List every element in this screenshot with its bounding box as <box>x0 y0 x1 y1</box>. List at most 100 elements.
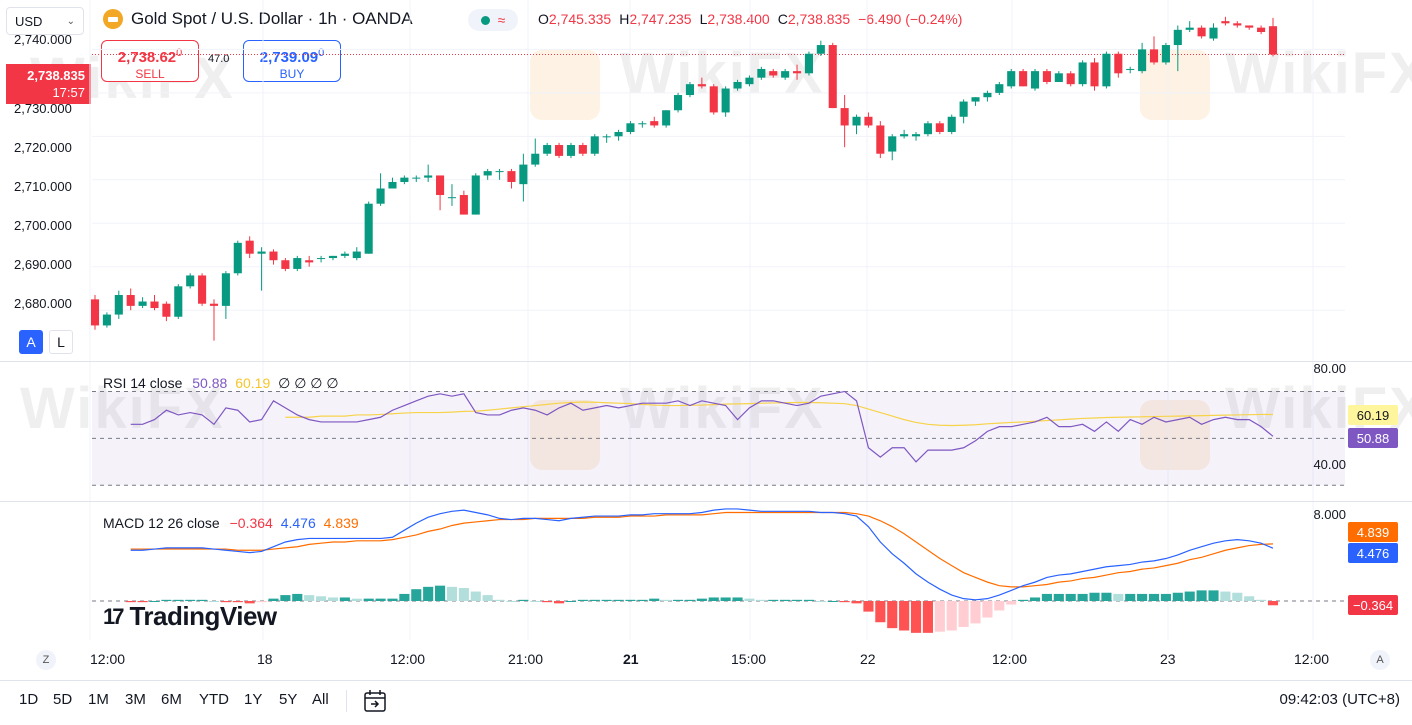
candle-body <box>721 88 730 113</box>
bar-countdown: 17:57 <box>52 85 85 100</box>
candle-body <box>947 116 956 132</box>
macd-histogram-bar <box>839 601 850 603</box>
macd-histogram-bar <box>435 585 446 601</box>
candle-body <box>495 171 504 173</box>
macd-histogram-bar <box>506 601 517 602</box>
rsi-ma-tag: 60.19 <box>1348 405 1398 425</box>
macd-histogram-bar <box>1029 597 1041 601</box>
range-3m-button[interactable]: 3M <box>125 691 146 708</box>
candle-body <box>935 123 944 132</box>
candle-body <box>531 153 540 165</box>
candle-body <box>364 203 373 254</box>
macd-histogram-bar <box>304 595 315 601</box>
macd-histogram-bar <box>161 599 172 601</box>
auto-scale-button[interactable]: A <box>19 330 43 354</box>
range-6m-button[interactable]: 6M <box>161 691 182 708</box>
macd-histogram-bar <box>244 601 255 604</box>
candle-body <box>626 123 635 132</box>
time-axis-left-button[interactable]: Z <box>36 650 56 670</box>
range-5y-button[interactable]: 5Y <box>279 691 298 708</box>
macd-histogram-bar <box>197 599 208 601</box>
price-chart[interactable] <box>0 0 1412 680</box>
macd-histogram-bar <box>351 598 362 601</box>
candle-body <box>1173 29 1182 46</box>
candle-body <box>983 92 992 98</box>
macd-histogram-bar <box>899 601 910 631</box>
market-open-icon <box>480 15 490 25</box>
market-status-pill[interactable]: ≈ <box>468 9 518 31</box>
price-axis-label: 2,710.000 <box>14 179 72 194</box>
calendar-goto-icon[interactable] <box>362 688 388 714</box>
low-label: L <box>699 11 708 27</box>
macd-histogram-bar <box>256 601 267 603</box>
candle-body <box>233 242 242 274</box>
macd-legend-title: MACD 12 26 close <box>103 515 220 531</box>
pane-divider[interactable] <box>0 361 1412 362</box>
candle-body <box>662 110 671 126</box>
range-1y-button[interactable]: 1Y <box>244 691 263 708</box>
macd-histogram-bar <box>756 599 767 601</box>
clock-timezone[interactable]: 09:42:03 (UTC+8) <box>1279 691 1400 708</box>
time-axis-label: 12:00 <box>1294 651 1330 667</box>
macd-histogram-bar <box>268 598 279 601</box>
sell-label: SELL <box>135 67 165 81</box>
candle-body <box>1066 73 1075 85</box>
macd-signal-value: 4.839 <box>323 515 359 531</box>
candle-body <box>555 145 564 156</box>
macd-histogram-bar <box>637 599 648 601</box>
range-5d-button[interactable]: 5D <box>53 691 73 708</box>
macd-histogram-bar <box>946 601 957 631</box>
candle-body <box>900 134 909 137</box>
tradingview-logo[interactable]: 17 TradingView <box>103 601 277 632</box>
macd-histogram-bar <box>137 601 148 603</box>
time-axis-label: 12:00 <box>90 651 126 667</box>
log-scale-button[interactable]: L <box>49 330 73 354</box>
candle-body <box>1197 27 1206 37</box>
symbol-title-text: Gold Spot / U.S. Dollar · 1h · OANDA <box>131 9 413 28</box>
candle-body <box>816 45 825 54</box>
macd-histogram-bar <box>768 599 779 601</box>
macd-histogram-bar <box>1101 592 1112 601</box>
range-1m-button[interactable]: 1M <box>88 691 109 708</box>
macd-histogram-bar <box>1148 593 1160 601</box>
sell-price-sup: 0 <box>176 47 183 59</box>
macd-histogram-bar <box>1077 593 1088 601</box>
close-value: 2,738.835 <box>787 11 851 27</box>
buy-label: BUY <box>279 67 305 81</box>
macd-histogram-bar <box>327 597 339 601</box>
symbol-title[interactable]: Gold Spot / U.S. Dollar · 1h · OANDA <box>103 9 413 29</box>
candle-body <box>804 53 813 74</box>
time-axis-label: 22 <box>860 651 876 667</box>
candle-body <box>198 275 207 304</box>
macd-histogram-bar <box>577 599 588 601</box>
range-1d-button[interactable]: 1D <box>19 691 39 708</box>
candle-body <box>781 71 790 78</box>
high-label: H <box>619 11 630 27</box>
buy-button[interactable]: 2,739.090 BUY <box>243 40 341 82</box>
candle-body <box>436 175 445 196</box>
rsi-axis-top: 80.00 <box>1313 361 1346 376</box>
candle-body <box>697 84 706 87</box>
macd-histogram-bar <box>1267 601 1279 606</box>
chevron-down-icon: ⌄ <box>66 15 75 27</box>
spread-value: 47.0 <box>208 53 230 65</box>
high-value: 2,747.235 <box>629 11 692 27</box>
time-axis-label: 18 <box>257 651 273 667</box>
candle-body <box>1257 27 1266 32</box>
candle-body <box>1161 45 1170 63</box>
currency-select[interactable]: USD ⌄ <box>6 7 84 35</box>
macd-histogram-bar <box>720 597 731 601</box>
tradingview-logo-text: TradingView <box>129 601 277 631</box>
macd-histogram-bar <box>565 601 577 602</box>
sell-button[interactable]: 2,738.620 SELL <box>101 40 199 82</box>
current-price: 2,738.835 <box>27 68 85 83</box>
macd-line <box>130 508 1274 601</box>
pane-divider[interactable] <box>0 501 1412 502</box>
time-axis-right-button[interactable]: A <box>1370 650 1390 670</box>
range-all-button[interactable]: All <box>312 691 329 708</box>
candle-body <box>90 299 100 326</box>
candle-body <box>1233 23 1242 26</box>
candle-body <box>674 95 683 111</box>
range-ytd-button[interactable]: YTD <box>199 691 229 708</box>
candle-body <box>114 295 123 315</box>
